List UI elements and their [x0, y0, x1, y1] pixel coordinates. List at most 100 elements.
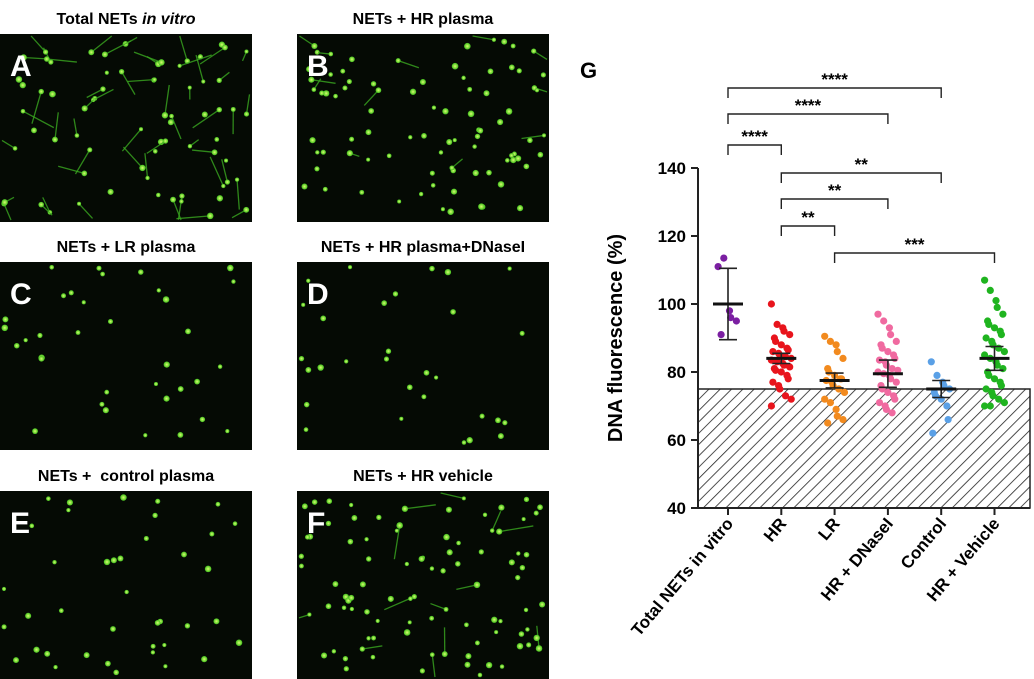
- cell: [497, 118, 504, 126]
- panel-letter: D: [307, 278, 329, 311]
- net-strand: [144, 153, 149, 179]
- cell: [20, 108, 26, 114]
- data-point: [772, 366, 780, 374]
- cell: [320, 315, 327, 322]
- cell: [429, 265, 435, 272]
- cell: [314, 166, 320, 172]
- cell: [153, 381, 159, 387]
- cell: [311, 42, 318, 50]
- cell: [145, 175, 150, 181]
- cell: [167, 119, 174, 126]
- cell: [499, 664, 505, 669]
- cell: [138, 269, 144, 275]
- panel-title: NETs + HR vehicle: [353, 468, 493, 485]
- cell: [508, 64, 515, 71]
- cell: [179, 193, 185, 199]
- cell: [301, 503, 308, 510]
- data-point: [767, 300, 776, 308]
- cell: [306, 278, 311, 283]
- cell: [395, 58, 401, 64]
- data-point: [826, 337, 835, 345]
- cell: [477, 127, 484, 134]
- cell: [105, 660, 111, 667]
- cell: [443, 533, 450, 541]
- cell: [118, 69, 125, 75]
- cell: [507, 266, 512, 271]
- cell: [162, 138, 169, 144]
- cell: [113, 669, 119, 676]
- cell: [421, 394, 427, 400]
- cell: [440, 207, 445, 212]
- data-point: [832, 341, 840, 349]
- cell: [325, 603, 332, 610]
- cell: [429, 566, 435, 571]
- cell: [351, 515, 358, 521]
- cell: [497, 433, 504, 440]
- cell: [434, 375, 439, 380]
- data-point: [832, 405, 840, 413]
- net-strand: [397, 59, 420, 69]
- data-point: [821, 332, 829, 340]
- net-strand: [363, 89, 379, 106]
- cell: [328, 51, 334, 57]
- cell: [331, 649, 337, 654]
- net-strand: [54, 112, 59, 140]
- y-tick-label: 140: [658, 159, 686, 178]
- significance-bracket: [780, 225, 836, 236]
- data-point: [882, 405, 891, 413]
- net-strand: [121, 128, 142, 152]
- cell: [1, 324, 9, 332]
- cell: [440, 568, 446, 574]
- data-point: [892, 337, 900, 345]
- y-tick-label: 40: [667, 499, 686, 518]
- cell: [49, 90, 56, 98]
- cell: [461, 496, 466, 501]
- cell: [397, 199, 402, 204]
- data-point: [999, 365, 1007, 373]
- cell: [408, 596, 413, 601]
- cell: [401, 505, 409, 512]
- cell: [491, 37, 497, 42]
- cell: [526, 642, 532, 648]
- cell: [438, 150, 444, 155]
- cells: [299, 35, 548, 215]
- cell: [404, 561, 409, 567]
- cell: [411, 594, 417, 600]
- cell: [37, 332, 43, 338]
- cell: [479, 413, 485, 419]
- cell: [138, 127, 144, 132]
- net-strand: [521, 134, 545, 140]
- data-point: [767, 402, 776, 410]
- cell: [466, 437, 473, 444]
- cell: [81, 300, 86, 305]
- data-point: [840, 388, 849, 396]
- data-point: [981, 402, 989, 410]
- panel-letter: F: [307, 507, 325, 540]
- cell: [472, 144, 477, 149]
- panel-title-text: NETs + HR plasma: [353, 11, 494, 28]
- data-point: [993, 361, 1001, 369]
- data-point: [891, 395, 899, 403]
- cell: [483, 90, 490, 97]
- cell: [232, 521, 238, 526]
- cell: [100, 271, 105, 277]
- cell: [107, 319, 113, 325]
- data-point: [989, 392, 997, 400]
- cell: [444, 268, 452, 276]
- data-point: [888, 409, 896, 417]
- cell: [537, 504, 543, 511]
- cell: [364, 537, 369, 542]
- net-strand: [121, 71, 136, 95]
- cell: [213, 618, 220, 625]
- net-strand: [176, 215, 211, 220]
- cell: [14, 342, 20, 349]
- cell: [478, 203, 485, 210]
- net-strand: [245, 94, 251, 115]
- cell: [216, 77, 222, 83]
- panel-title-text: NETs + control plasma: [38, 468, 214, 485]
- cell: [184, 623, 191, 629]
- cell: [535, 645, 543, 652]
- cell: [143, 433, 148, 438]
- cell: [346, 78, 352, 85]
- cell: [185, 328, 191, 335]
